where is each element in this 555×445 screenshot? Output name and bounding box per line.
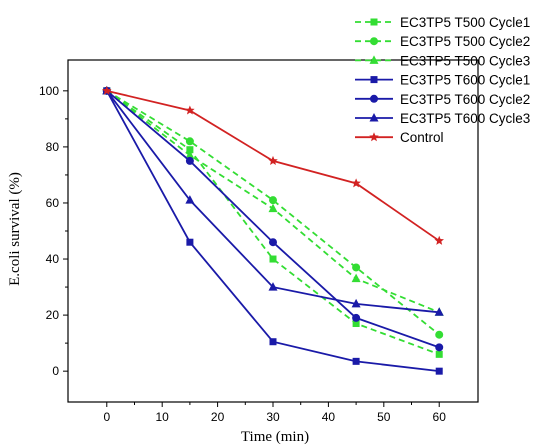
data-point [435,330,444,339]
y-axis-label: E.coli survival (%) [7,172,23,286]
legend-label: Control [400,130,444,145]
data-point [351,298,361,308]
data-point [435,367,443,375]
legend-entry: EC3TP5 T600 Cycle2 [355,92,530,107]
data-point [434,235,444,245]
data-point [352,313,361,322]
legend-entry: EC3TP5 T500 Cycle2 [355,34,530,49]
legend-marker [369,113,379,122]
legend-marker [370,76,378,84]
series-5 [102,86,444,352]
legend-label: EC3TP5 T600 Cycle3 [400,111,530,126]
legend-marker [369,132,379,142]
data-point [185,150,195,159]
legend-entry: EC3TP5 T600 Cycle1 [355,73,530,88]
data-point [269,255,277,263]
data-point [352,357,360,365]
legend-label: EC3TP5 T500 Cycle1 [400,15,530,30]
data-point [352,263,361,272]
x-tick-label: 10 [156,410,170,424]
data-point [269,338,277,346]
data-point [185,137,194,146]
legend-label: EC3TP5 T600 Cycle2 [400,92,530,107]
x-tick-label: 20 [211,410,225,424]
y-tick-label: 20 [46,308,60,322]
series-line [106,90,440,336]
x-tick-label: 50 [377,410,391,424]
x-tick-label: 60 [433,410,447,424]
legend-marker [370,37,378,46]
series-line [106,89,440,242]
data-point [268,155,278,165]
data-point [269,196,277,205]
legend-entry: EC3TP5 T500 Cycle1 [355,15,530,30]
legend: EC3TP5 T500 Cycle1 EC3TP5 T500 Cycle2 EC3T… [355,15,530,145]
data-point [351,178,361,188]
data-point [102,85,112,95]
data-point [351,273,361,283]
x-tick-label: 0 [103,410,110,424]
legend-entry: Control [355,130,444,145]
series-line [106,90,440,356]
y-tick-label: 0 [52,364,59,378]
legend-marker [370,18,378,26]
data-point [268,282,278,291]
y-tick-label: 60 [46,196,60,210]
x-axis-label: Time (min) [241,429,309,445]
legend-entry: EC3TP5 T600 Cycle3 [355,111,530,126]
y-tick-label: 100 [39,84,59,98]
data-point [434,307,444,316]
y-tick-label: 80 [46,140,60,154]
data-point [268,203,278,213]
legend-label: EC3TP5 T500 Cycle3 [400,53,530,68]
data-point [435,343,444,352]
data-point [185,195,195,204]
data-point [352,320,360,328]
x-tick-label: 40 [322,410,336,424]
data-point [186,146,194,154]
data-point [185,105,195,115]
data-point [185,156,194,165]
axis-ticks: 0 10 20 30 40 50 60 0 20 40 60 80 100 [39,84,446,424]
data-point [269,238,277,247]
legend-label: EC3TP5 T500 Cycle2 [400,34,530,49]
series-layer [102,85,444,375]
data-point [186,238,194,246]
data-point [435,350,443,358]
y-tick-label: 40 [46,252,60,266]
series-2 [102,86,444,339]
x-tick-label: 30 [266,410,280,424]
legend-marker [369,55,379,64]
series-7 [102,85,444,245]
legend-marker [370,94,378,103]
legend-label: EC3TP5 T600 Cycle1 [400,73,530,88]
legend-entry: EC3TP5 T500 Cycle3 [355,53,530,68]
